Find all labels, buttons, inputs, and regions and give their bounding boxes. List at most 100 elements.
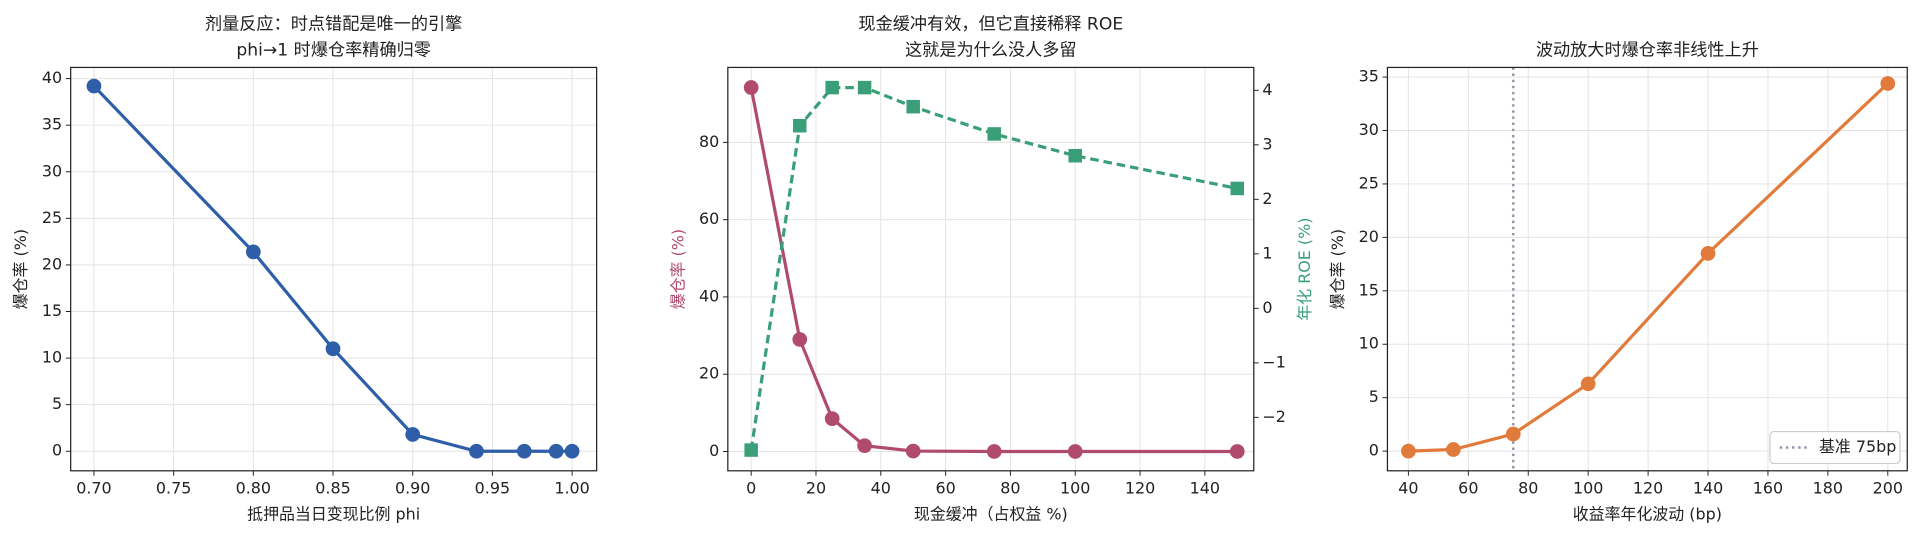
y-axis-label: 爆仓率 (%) (1328, 229, 1347, 309)
marker (1880, 76, 1896, 91)
marker (906, 99, 920, 114)
marker (793, 119, 807, 133)
x-axis-label: 收益率年化波动 (bp) (1573, 504, 1722, 523)
y2-tick-label: 1 (1262, 243, 1272, 262)
marker (325, 341, 341, 357)
legend-box (1769, 430, 1901, 465)
y-tick-label: 0 (52, 441, 62, 460)
x-tick-label: 140 (1693, 479, 1723, 498)
marker (245, 244, 261, 260)
marker (1505, 426, 1521, 442)
axes-frame (1386, 66, 1908, 472)
y-tick-label: 30 (42, 161, 62, 180)
y2-tick-label: 3 (1262, 134, 1272, 153)
axes-frame (70, 66, 598, 472)
x-tick-label: 60 (1458, 479, 1478, 498)
x-axis-label: 抵押品当日变现比例 phi (247, 504, 420, 523)
marker (1700, 246, 1716, 261)
marker (743, 80, 759, 95)
series-line (749, 86, 1238, 451)
y-tick-label: 20 (699, 364, 719, 383)
y2-tick-label: 0 (1262, 298, 1272, 317)
chart-subtitle: 这就是为什么没人多留 (905, 40, 1077, 60)
marker (564, 443, 580, 459)
legend-label: 基准 75bp (1819, 437, 1896, 456)
x-tick-label: 20 (806, 479, 826, 498)
chart-subtitle: phi→1 时爆仓率精确归零 (236, 40, 431, 60)
marker (986, 444, 1002, 459)
y2-tick-label: −1 (1262, 352, 1285, 371)
y-tick-label: 30 (1359, 120, 1379, 139)
y-tick-label: 35 (1359, 67, 1379, 86)
x-tick-label: 0.90 (395, 479, 430, 498)
y-tick-label: 20 (42, 254, 62, 273)
x-tick-label: 80 (1000, 479, 1020, 498)
x-axis-label: 现金缓冲（占权益 %) (914, 504, 1068, 523)
y2-axis-label: 年化 ROE (%) (1295, 218, 1314, 321)
x-tick-label: 100 (1573, 479, 1603, 498)
chart-title: 波动放大时爆仓率非线性上升 (1536, 40, 1759, 60)
x-tick-label: 60 (935, 479, 955, 498)
y-tick-label: 10 (42, 348, 62, 367)
marker (1068, 148, 1082, 163)
y2-tick-label: 4 (1262, 80, 1272, 99)
marker (86, 78, 102, 94)
panel: 0.70 0.75 0.80 0.85 0.90 0.95 1.00 0 5 10 15 20 25 30… (11, 15, 598, 523)
panel: 40 60 80 100 120 140 160 180 200 0 5 10 15 20 25 30 35 波动… (1328, 40, 1908, 523)
y-tick-label: 0 (1369, 441, 1379, 460)
x-tick-label: 200 (1873, 479, 1903, 498)
y-tick-label: 15 (1359, 280, 1379, 299)
series-line (749, 87, 1238, 454)
marker (857, 438, 872, 454)
x-tick-label: 1.00 (554, 479, 589, 498)
marker (516, 443, 532, 459)
marker (825, 80, 839, 95)
x-tick-label: 40 (1398, 479, 1418, 498)
marker (744, 443, 758, 457)
y-axis-label: 爆仓率 (%) (668, 229, 687, 309)
y-tick-label: 5 (52, 394, 62, 413)
y-tick-label: 25 (1359, 173, 1379, 192)
x-tick-label: 180 (1813, 479, 1843, 498)
marker (857, 80, 872, 95)
y-tick-label: 40 (42, 68, 62, 87)
y-axis-label: 爆仓率 (%) (11, 229, 30, 309)
x-tick-label: 0.70 (76, 479, 111, 498)
axes-frame (727, 66, 1255, 472)
y-tick-label: 15 (42, 301, 62, 320)
y-tick-label: 10 (1359, 334, 1379, 353)
x-tick-label: 0.95 (475, 479, 510, 498)
marker (905, 443, 921, 459)
marker (1230, 181, 1245, 196)
marker (1445, 442, 1461, 457)
x-tick-label: 140 (1190, 479, 1220, 498)
legend: 基准 75bp (1769, 430, 1901, 465)
y-tick-label: 0 (709, 441, 719, 460)
chart-title: 现金缓冲有效，但它直接稀释 ROE (858, 15, 1123, 35)
marker (405, 427, 421, 442)
y-tick-label: 35 (42, 115, 62, 134)
x-tick-label: 0.75 (156, 479, 191, 498)
marker (1580, 376, 1596, 392)
chart-title: 剂量反应：时点错配是唯一的引擎 (205, 15, 462, 35)
y-tick-label: 40 (699, 286, 719, 305)
marker (987, 127, 1001, 141)
panel: 0 20 40 60 80 100 120 140 0 20 40 60 80 −2 −1 0 1 2 3 4 现金缓冲… (668, 15, 1314, 524)
x-tick-label: 0 (746, 479, 756, 498)
marker (792, 332, 808, 347)
marker (469, 443, 484, 459)
marker (1067, 444, 1083, 459)
marker (548, 443, 564, 459)
marker (1401, 443, 1416, 459)
marker (1229, 444, 1245, 459)
x-tick-label: 0.85 (315, 479, 350, 498)
y-tick-label: 5 (1369, 387, 1379, 406)
y2-tick-label: −2 (1262, 407, 1285, 426)
x-tick-label: 120 (1633, 479, 1663, 498)
x-tick-label: 120 (1125, 479, 1155, 498)
y-tick-label: 25 (42, 208, 62, 227)
x-tick-label: 40 (871, 479, 891, 498)
x-tick-label: 160 (1753, 479, 1783, 498)
y-tick-label: 20 (1359, 227, 1379, 246)
